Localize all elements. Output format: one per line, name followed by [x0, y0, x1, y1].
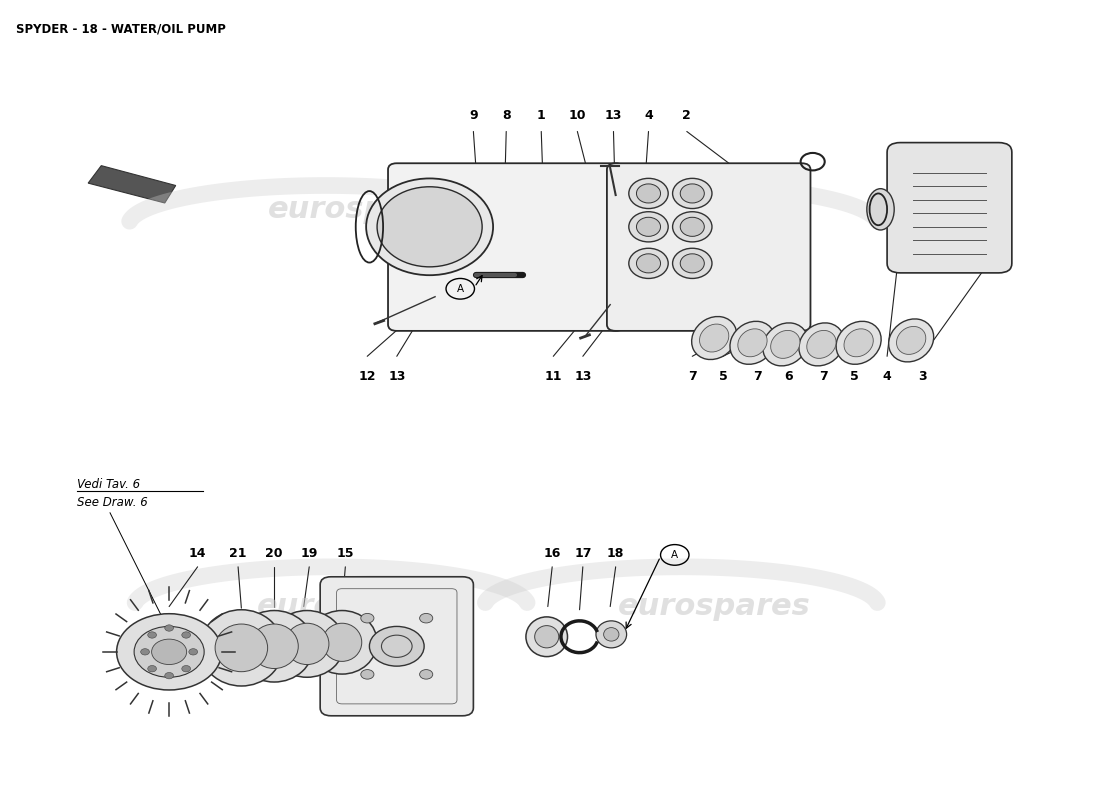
Circle shape [152, 639, 187, 665]
Polygon shape [88, 166, 176, 203]
Ellipse shape [604, 628, 619, 641]
Text: 2: 2 [682, 109, 691, 122]
Text: A: A [671, 550, 679, 560]
Circle shape [370, 626, 425, 666]
Ellipse shape [629, 212, 668, 242]
Ellipse shape [377, 186, 482, 267]
FancyBboxPatch shape [388, 163, 625, 331]
Ellipse shape [806, 330, 836, 358]
Text: 17: 17 [574, 546, 592, 560]
FancyBboxPatch shape [605, 166, 807, 329]
Ellipse shape [836, 322, 881, 364]
Text: eurospares: eurospares [618, 592, 811, 621]
Ellipse shape [692, 317, 737, 359]
Ellipse shape [596, 621, 627, 648]
Circle shape [141, 649, 150, 655]
Circle shape [117, 614, 222, 690]
Circle shape [182, 666, 190, 672]
Circle shape [147, 632, 156, 638]
Circle shape [361, 670, 374, 679]
Ellipse shape [535, 626, 559, 648]
Ellipse shape [700, 324, 729, 352]
Circle shape [189, 649, 198, 655]
Ellipse shape [629, 248, 668, 278]
Text: 7: 7 [754, 370, 762, 383]
Ellipse shape [270, 610, 344, 678]
Ellipse shape [629, 178, 668, 209]
Text: A: A [456, 284, 464, 294]
Text: 9: 9 [469, 109, 477, 122]
Circle shape [147, 666, 156, 672]
FancyBboxPatch shape [320, 577, 473, 716]
Text: See Draw. 6: See Draw. 6 [77, 496, 147, 509]
Text: 11: 11 [544, 370, 562, 383]
Ellipse shape [526, 617, 568, 657]
Text: 18: 18 [607, 546, 625, 560]
Circle shape [134, 626, 205, 678]
Text: 14: 14 [189, 546, 207, 560]
Ellipse shape [637, 218, 660, 236]
Text: eurospares: eurospares [256, 592, 450, 621]
Text: 5: 5 [718, 370, 727, 383]
Circle shape [182, 632, 190, 638]
Text: 10: 10 [569, 109, 586, 122]
Ellipse shape [680, 218, 704, 236]
Circle shape [165, 625, 174, 631]
Circle shape [419, 614, 432, 623]
Ellipse shape [216, 624, 267, 672]
Text: 20: 20 [265, 546, 283, 560]
Text: 21: 21 [229, 546, 246, 560]
Text: 12: 12 [359, 370, 376, 383]
Ellipse shape [672, 248, 712, 278]
Circle shape [165, 673, 174, 679]
Ellipse shape [285, 623, 329, 665]
Ellipse shape [637, 184, 660, 203]
Ellipse shape [896, 326, 926, 354]
Circle shape [419, 670, 432, 679]
Text: 1: 1 [537, 109, 546, 122]
Ellipse shape [889, 319, 934, 362]
Ellipse shape [799, 323, 844, 366]
Ellipse shape [844, 329, 873, 357]
Text: 7: 7 [688, 370, 696, 383]
Ellipse shape [307, 610, 377, 674]
Text: 13: 13 [605, 109, 623, 122]
Text: Vedi Tav. 6: Vedi Tav. 6 [77, 478, 141, 491]
Ellipse shape [680, 254, 704, 273]
Text: 16: 16 [543, 546, 561, 560]
Text: eurospares: eurospares [618, 195, 811, 224]
Ellipse shape [738, 329, 767, 357]
Text: 3: 3 [917, 370, 926, 383]
Ellipse shape [234, 610, 313, 682]
Text: 13: 13 [574, 370, 592, 383]
Text: 15: 15 [337, 546, 354, 560]
Ellipse shape [637, 254, 660, 273]
Ellipse shape [730, 322, 776, 364]
Text: 19: 19 [300, 546, 318, 560]
FancyBboxPatch shape [887, 142, 1012, 273]
Text: 6: 6 [784, 370, 793, 383]
Ellipse shape [680, 184, 704, 203]
Ellipse shape [762, 323, 807, 366]
Ellipse shape [672, 178, 712, 209]
FancyBboxPatch shape [607, 163, 811, 331]
Ellipse shape [867, 189, 894, 230]
Ellipse shape [200, 610, 283, 686]
Text: eurospares: eurospares [267, 195, 460, 224]
Text: SPYDER - 18 - WATER/OIL PUMP: SPYDER - 18 - WATER/OIL PUMP [15, 22, 225, 36]
Text: 8: 8 [502, 109, 510, 122]
Text: 4: 4 [882, 370, 891, 383]
Text: 7: 7 [820, 370, 828, 383]
Ellipse shape [322, 623, 362, 662]
Ellipse shape [366, 178, 493, 275]
Text: 5: 5 [850, 370, 859, 383]
Ellipse shape [250, 624, 298, 669]
Ellipse shape [771, 330, 800, 358]
Text: 4: 4 [645, 109, 653, 122]
Circle shape [361, 614, 374, 623]
Text: 13: 13 [388, 370, 406, 383]
Ellipse shape [672, 212, 712, 242]
